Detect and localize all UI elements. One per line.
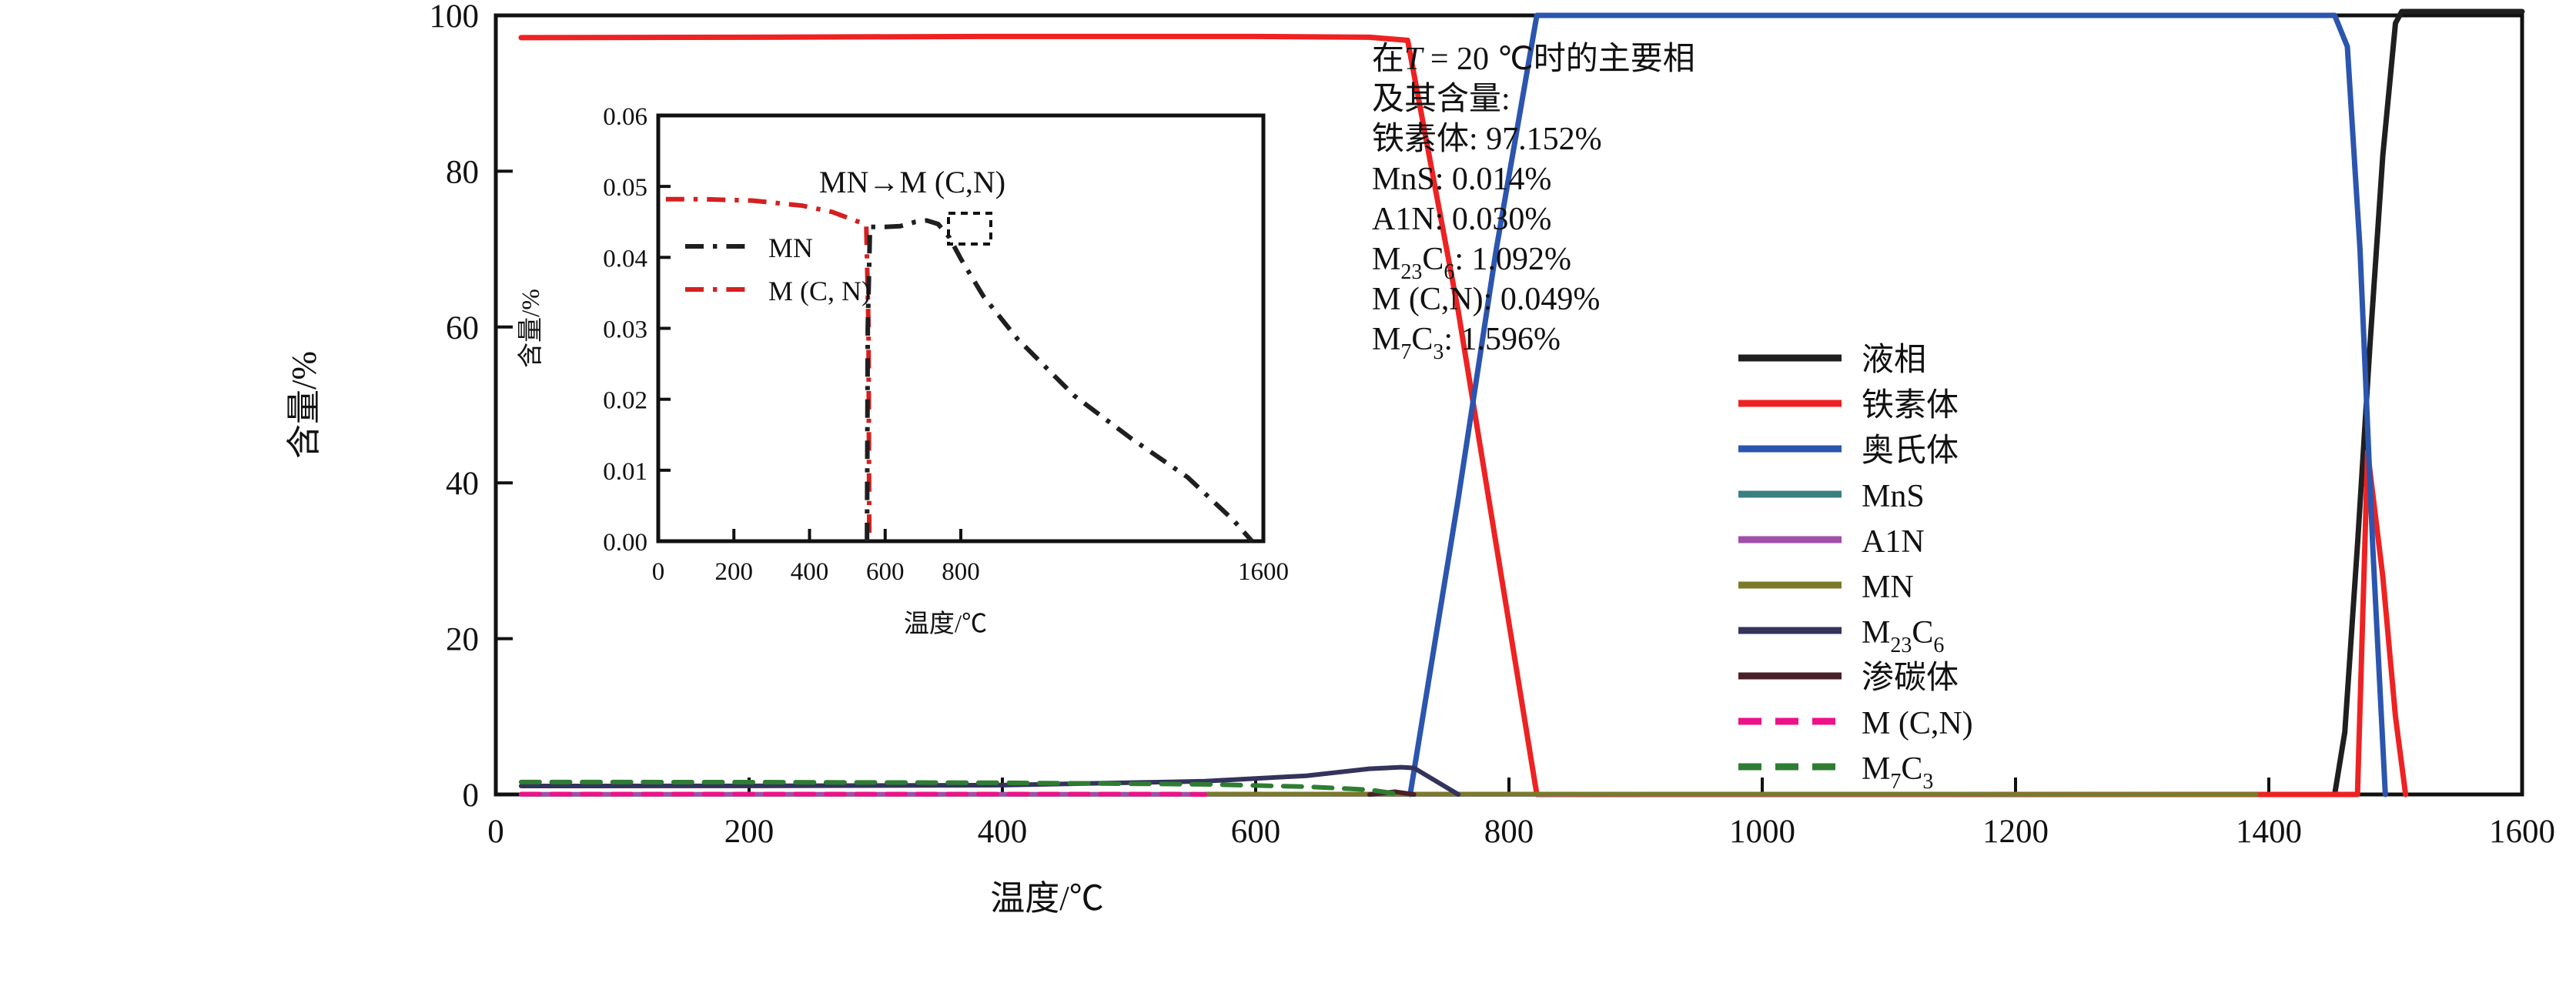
legend-label: M23C6 (1862, 615, 1944, 657)
legend-item-m23c6[interactable]: M23C6 (1738, 615, 1944, 657)
legend-item-mns[interactable]: MnS (1738, 479, 1925, 514)
legend-label: MN (1862, 570, 1914, 605)
y-tick-label: 40 (446, 466, 479, 502)
x-tick-label: 1600 (2489, 814, 2555, 850)
legend-label: M (C,N) (1862, 706, 1973, 741)
inset-annotation: MN→M (C,N) (819, 165, 1005, 199)
legend-label: 铁素体 (1862, 388, 1959, 423)
inset-y-axis-title: 含量/% (517, 289, 545, 368)
inset-y-tick-label: 0.01 (603, 458, 647, 486)
inset-x-tick-label: 600 (866, 558, 905, 586)
inset-x-tick-label: 400 (791, 558, 829, 586)
inset-legend: MN M (C, N) (685, 232, 871, 306)
inset-series-mn (865, 218, 1254, 543)
y-tick-label: 60 (446, 310, 479, 346)
series-cementite (1367, 789, 1417, 797)
x-axis-title: 温度/℃ (990, 879, 1104, 918)
annotation-line-l6: M23C6: 1.092% (1372, 242, 1571, 284)
series-liquid (2332, 8, 2525, 798)
series-austenite (1407, 12, 2388, 798)
legend-item-liquid[interactable]: 液相 (1738, 343, 1926, 378)
legend-item-mn[interactable]: MN (1738, 570, 1914, 605)
legend-label: 渗碳体 (1862, 661, 1959, 696)
series-m7c3 (518, 779, 1404, 797)
inset-legend-label: M (C, N) (768, 276, 871, 306)
annotation-line-l2: 及其含量: (1372, 82, 1510, 117)
inset-legend-label: MN (768, 232, 813, 263)
y-tick-label: 20 (446, 622, 479, 658)
main-plot: 0 200 400 600 800 1000 1200 1400 160002040608010… (285, 0, 2555, 918)
legend-label: 奥氏体 (1862, 433, 1959, 469)
legend-item-mcn[interactable]: M (C,N) (1738, 706, 1973, 741)
x-tick-label: 400 (978, 814, 1028, 850)
annotation-line-l4: MnS: 0.014% (1372, 162, 1551, 197)
inset-plot: 0 200 400 600 800 1600 0.00 0.01 0.02 0.03 0.04 0.0… (517, 103, 1289, 638)
inset-x-tick-label: 800 (942, 558, 980, 586)
legend-label: M7C3 (1862, 751, 1933, 794)
series-m23c6 (518, 764, 1461, 797)
legend-label: 液相 (1862, 343, 1926, 378)
series-layer (518, 8, 2525, 798)
inset-series-mcn (665, 196, 872, 542)
legend-item-austenite[interactable]: 奥氏体 (1738, 433, 1959, 469)
inset-x-axis-title: 温度/℃ (904, 610, 987, 638)
y-axis-ticks: 0 20 40 60 80 100 (430, 0, 513, 814)
inset-y-tick-label: 0.00 (603, 529, 647, 557)
y-tick-label: 100 (430, 0, 480, 35)
x-tick-label: 200 (724, 814, 774, 850)
legend-item-ferrite[interactable]: 铁素体 (1738, 388, 1959, 423)
inset-x-tick-label: 200 (715, 558, 754, 586)
x-tick-label: 1000 (1729, 814, 1795, 850)
inset-x-tick-label: 0 (652, 558, 665, 586)
inset-y-tick-label: 0.02 (603, 387, 647, 415)
legend-item-m7c3[interactable]: M7C3 (1738, 751, 1933, 794)
annotation-line-l3: 铁素体: 97.152% (1372, 122, 1602, 157)
legend-label: MnS (1862, 479, 1925, 514)
y-axis-title: 含量/% (285, 351, 323, 459)
annotation-line-l5: A1N: 0.030% (1372, 202, 1551, 237)
inset-y-tick-label: 0.03 (603, 316, 647, 344)
legend-item-cementite[interactable]: 渗碳体 (1738, 661, 1959, 696)
legend-item-aln[interactable]: A1N (1738, 524, 1925, 560)
x-tick-label: 600 (1231, 814, 1281, 850)
inset-y-tick-label: 0.04 (603, 245, 647, 273)
x-tick-label: 800 (1484, 814, 1534, 850)
legend-label: A1N (1862, 524, 1925, 560)
annotation-line-l8: M7C3: 1.596% (1372, 322, 1561, 364)
series-ferrite (518, 33, 2409, 798)
y-tick-label: 0 (463, 778, 480, 814)
x-tick-label: 1400 (2236, 814, 2302, 850)
x-tick-label: 0 (487, 814, 504, 850)
inset-y-tick-label: 0.05 (603, 174, 647, 202)
inset-y-tick-label: 0.06 (603, 103, 647, 131)
x-axis-ticks: 0 200 400 600 800 1000 1200 1400 1600 (487, 778, 2555, 850)
inset-x-tick-label: 1600 (1238, 558, 1289, 586)
x-tick-label: 1200 (1982, 814, 2049, 850)
annotation-line-l7: M (C,N): 0.049% (1372, 282, 1600, 317)
series-mcn (518, 791, 1208, 797)
y-tick-label: 80 (446, 154, 479, 190)
annotation-line-l1: 在T = 20 ℃时的主要相 (1372, 42, 1695, 77)
